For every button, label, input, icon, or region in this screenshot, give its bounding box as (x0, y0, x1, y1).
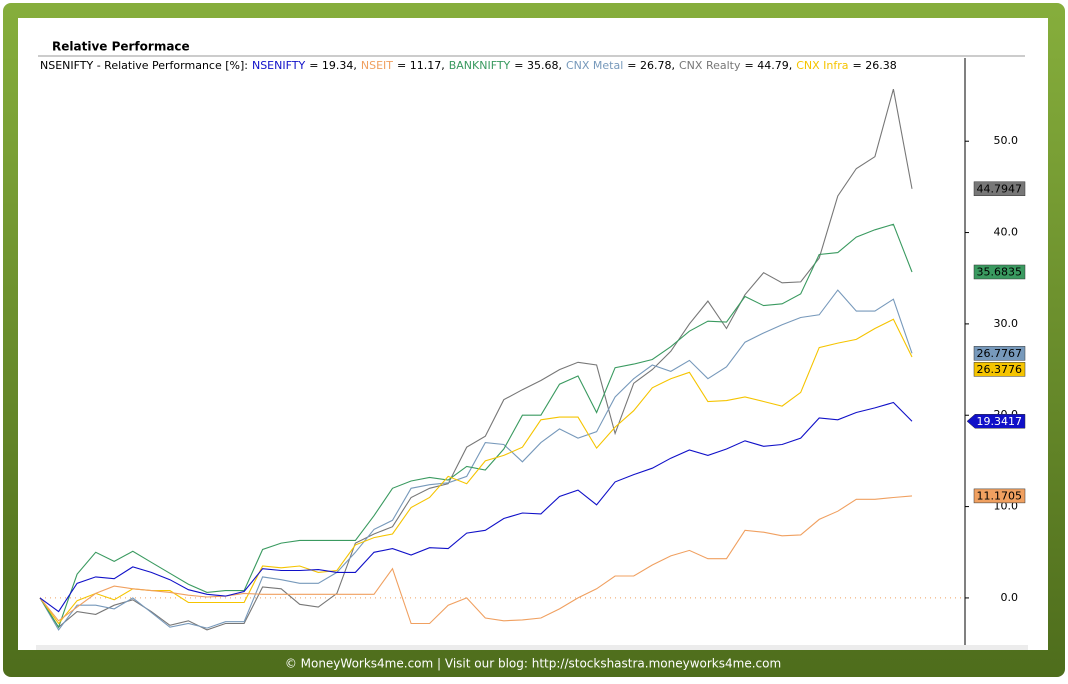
y-tick-label: 30.0 (994, 317, 1019, 330)
value-box (973, 488, 1026, 504)
legend-value: = 44.79, (744, 59, 792, 72)
value-label: 11.1705 (977, 489, 1023, 502)
value-label: 26.7767 (977, 347, 1023, 360)
legend-value: = 11.17, (397, 59, 445, 72)
legend-value: = 26.78, (627, 59, 675, 72)
series-line (39, 495, 913, 625)
y-tick-label: 40.0 (994, 226, 1019, 239)
legend-name: CNX Infra (796, 59, 848, 72)
legend-value: = 26.38 (852, 59, 896, 72)
y-tick-label: 0.0 (1001, 591, 1019, 604)
value-box (973, 181, 1026, 197)
panel-strip (36, 645, 1028, 650)
value-box (973, 362, 1026, 377)
value-label: 26.3776 (977, 363, 1023, 376)
value-box (973, 346, 1026, 361)
series-line (39, 88, 913, 631)
value-label: 44.7947 (977, 182, 1023, 195)
value-box (966, 414, 1026, 429)
legend: NSENIFTY - Relative Performance [%]: NSEN… (40, 59, 897, 72)
value-label: 35.6835 (977, 265, 1023, 278)
legend-name: CNX Metal (566, 59, 623, 72)
legend-name: NSENIFTY (252, 59, 305, 72)
legend-title: NSENIFTY - Relative Performance [%]: (40, 59, 248, 72)
value-label: 19.3417 (977, 415, 1023, 428)
legend-name: NSEIT (361, 59, 393, 72)
chart-title: Relative Performace (52, 40, 190, 54)
footer: © MoneyWorks4me.com | Visit our blog: ht… (285, 657, 781, 671)
legend-name: BANKNIFTY (449, 59, 511, 72)
legend-name: CNX Realty (679, 59, 741, 72)
value-box (973, 264, 1026, 280)
legend-value: = 19.34, (309, 59, 357, 72)
panel (18, 18, 1048, 650)
series-line (39, 223, 913, 629)
series-line (39, 289, 913, 631)
series-line (39, 401, 913, 613)
y-tick-label: 50.0 (994, 134, 1019, 147)
legend-value: = 35.68, (514, 59, 562, 72)
series-line (39, 318, 913, 625)
